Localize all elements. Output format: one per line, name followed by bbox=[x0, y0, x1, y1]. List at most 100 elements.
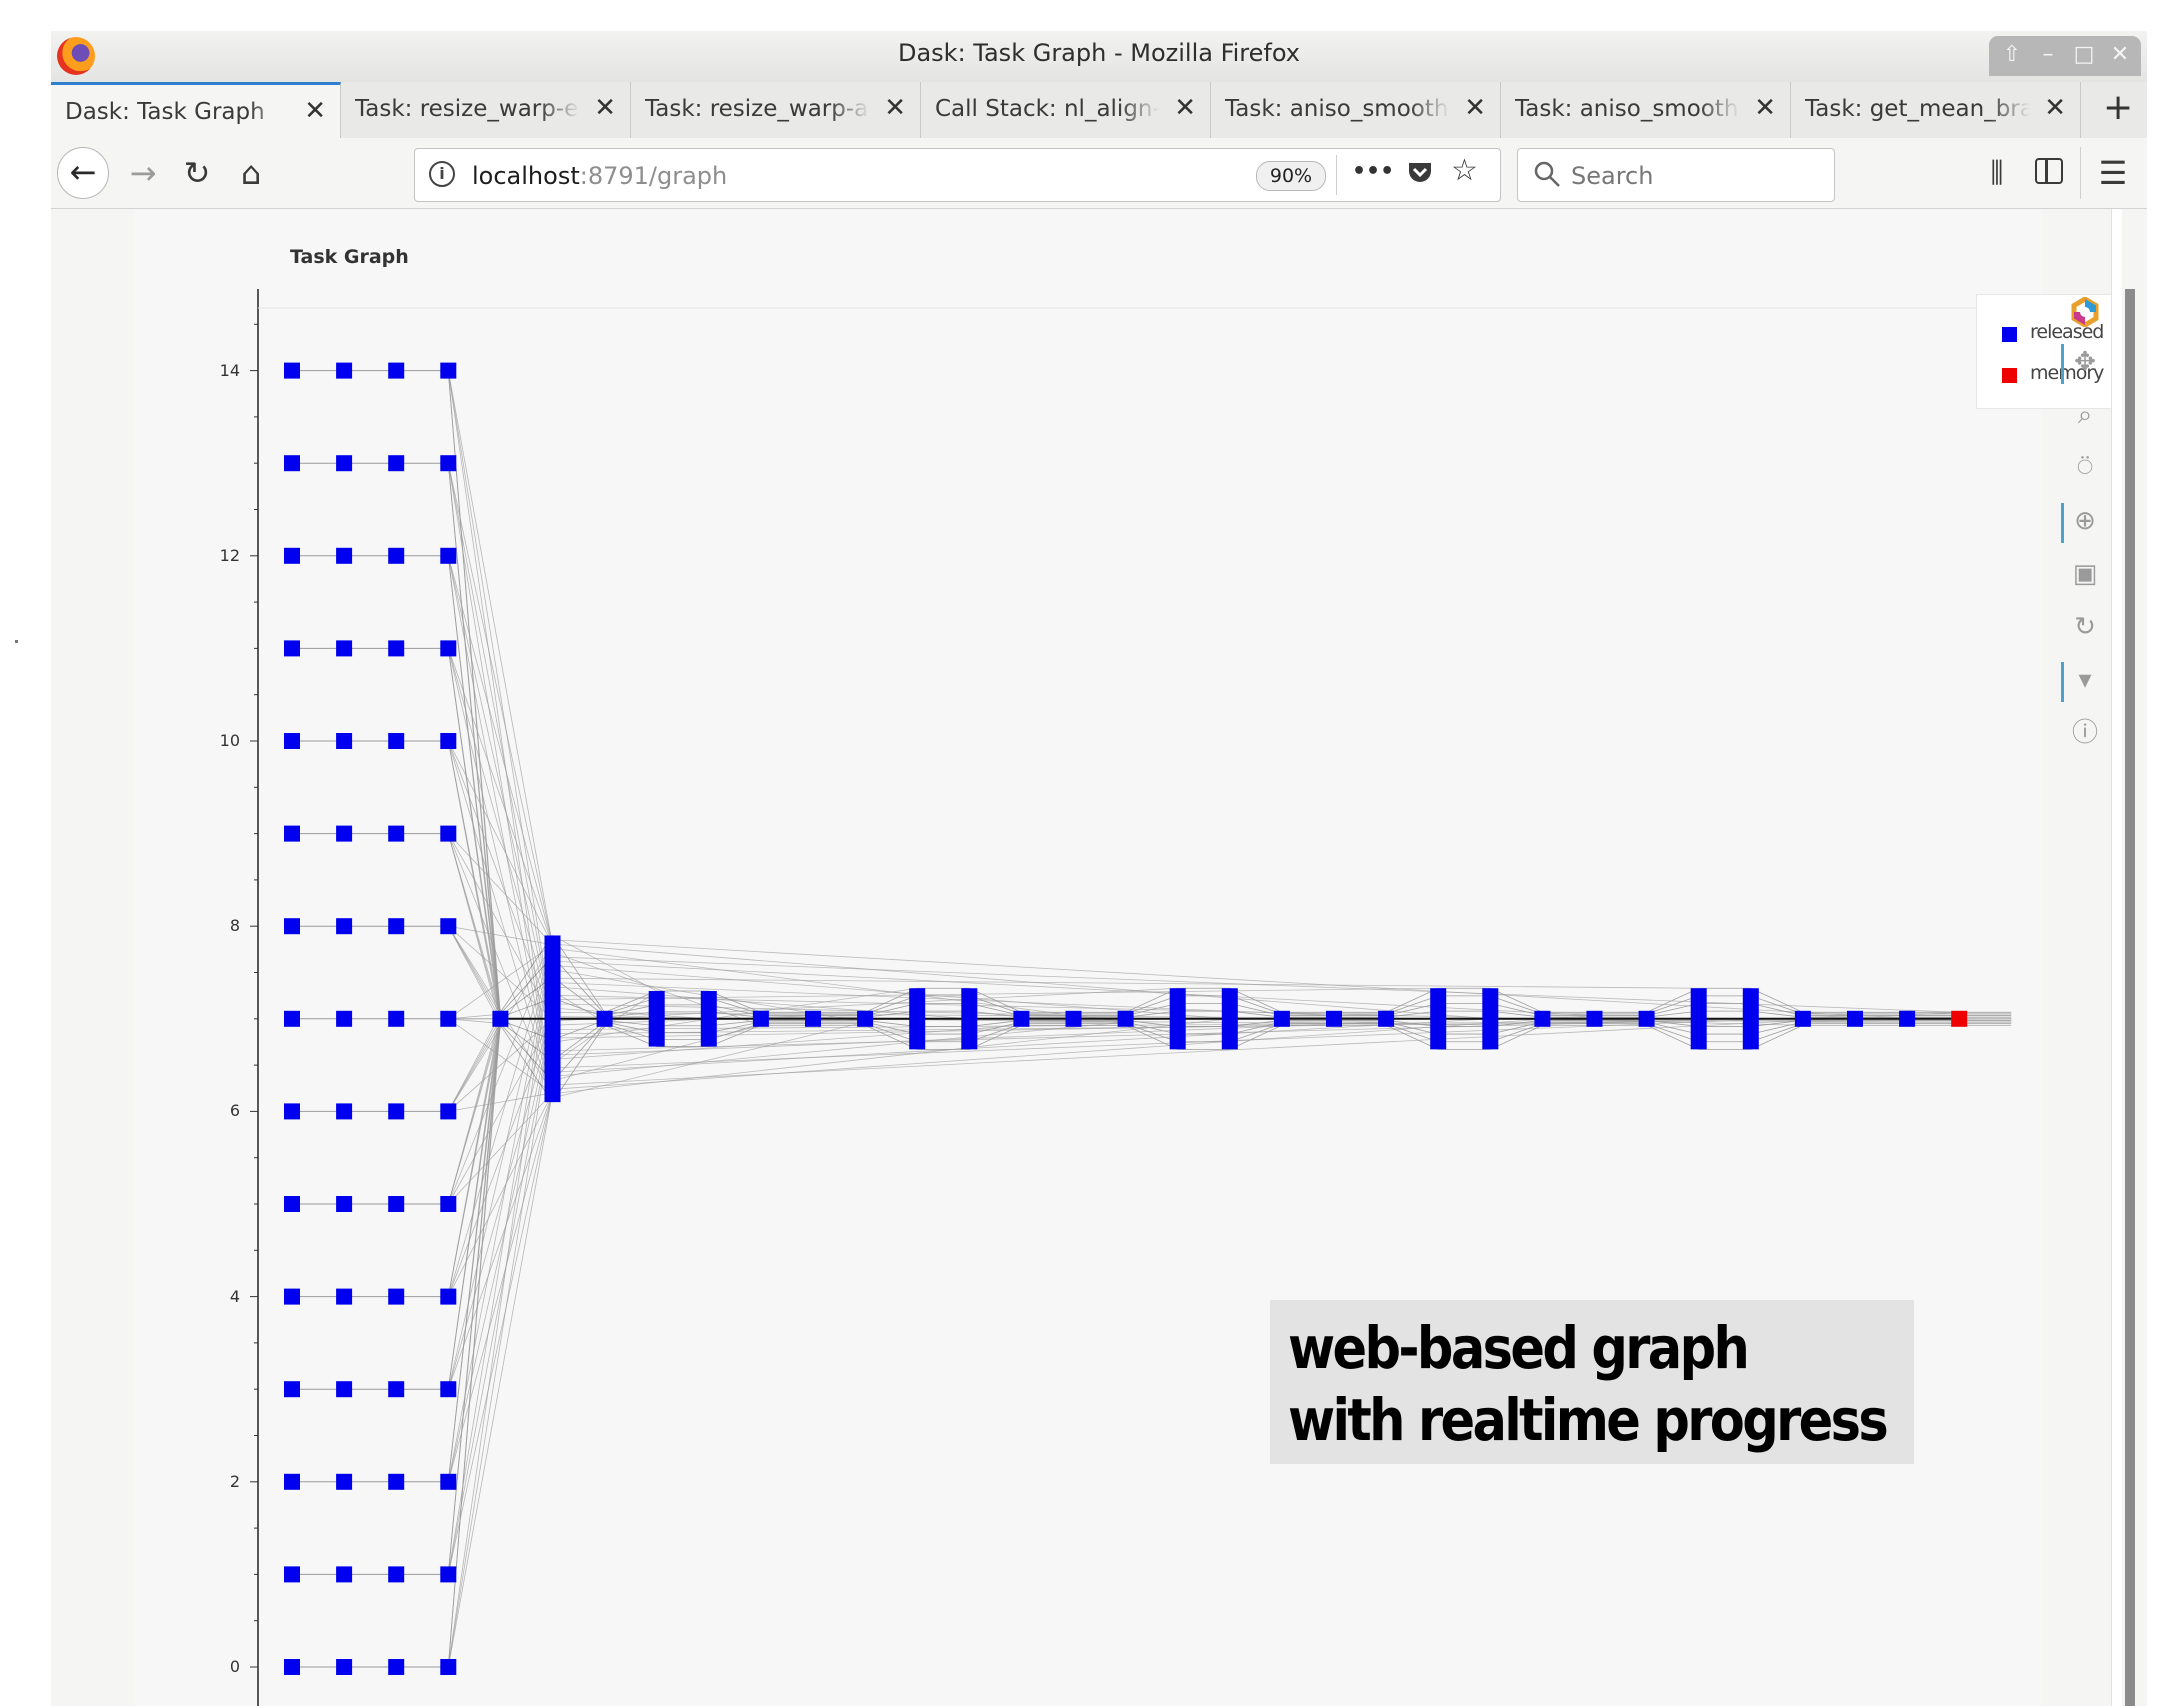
edge bbox=[448, 1092, 553, 1112]
library-icon[interactable]: ⫼ bbox=[1990, 156, 2004, 189]
plot-area[interactable]: Task Graph 0 2 4 6 8 10 12 14 released memory bbox=[134, 209, 2115, 1706]
released-node bbox=[1899, 1010, 1916, 1027]
released-node bbox=[805, 1010, 821, 1027]
window-up-button[interactable]: ⇧ bbox=[2002, 42, 2022, 67]
edge bbox=[552, 1024, 762, 1082]
wheel-zoom-icon[interactable]: ⍥ bbox=[2077, 453, 2093, 483]
released-node bbox=[1430, 988, 1447, 1050]
pan-icon[interactable]: ✥ bbox=[2061, 344, 2107, 384]
reload-icon[interactable]: ↻ bbox=[183, 154, 211, 192]
edge bbox=[1125, 987, 1178, 1013]
tab-aniso-smooth-2[interactable]: Task: aniso_smooth- ✕ bbox=[1501, 82, 1791, 138]
released-node bbox=[544, 935, 561, 1103]
released-node bbox=[284, 547, 300, 564]
released-node bbox=[388, 547, 405, 564]
window-minimize-button[interactable]: – bbox=[2042, 42, 2054, 67]
edge bbox=[1229, 1003, 1282, 1016]
pocket-icon[interactable] bbox=[1405, 157, 1435, 187]
tab-call-stack[interactable]: Call Stack: nl_align-c ✕ bbox=[921, 82, 1211, 138]
edge bbox=[552, 1007, 709, 1020]
window-maximize-button[interactable]: □ bbox=[2073, 42, 2095, 67]
released-node bbox=[1169, 988, 1186, 1050]
released-node bbox=[336, 1566, 353, 1583]
tab-aniso-smooth-1[interactable]: Task: aniso_smooth- ✕ bbox=[1211, 82, 1501, 138]
released-node bbox=[440, 733, 457, 749]
edge bbox=[447, 555, 553, 945]
caption-line-1: web-based graph bbox=[1288, 1314, 1750, 1382]
edge bbox=[552, 956, 1960, 1013]
released-node bbox=[336, 455, 353, 472]
released-node bbox=[440, 1103, 457, 1120]
y-tick-label: 6 bbox=[229, 1101, 240, 1121]
tab-close-icon[interactable]: ✕ bbox=[1174, 93, 1196, 123]
menu-icon[interactable]: ☰ bbox=[2098, 154, 2128, 192]
edge bbox=[447, 1014, 501, 1205]
tab-label: Task: aniso_smooth- bbox=[1225, 96, 1450, 122]
edge bbox=[1646, 1010, 1699, 1018]
tab-close-icon[interactable]: ✕ bbox=[594, 93, 616, 123]
released-node bbox=[336, 1103, 353, 1120]
zoom-in-icon[interactable]: ⊕ bbox=[2061, 503, 2107, 543]
axes bbox=[250, 289, 2042, 1706]
released-node bbox=[700, 991, 717, 1047]
legend-memory-swatch bbox=[2002, 368, 2017, 383]
tab-close-icon[interactable]: ✕ bbox=[1754, 93, 1776, 123]
site-info-icon[interactable]: i bbox=[429, 161, 455, 187]
home-icon[interactable]: ⌂ bbox=[240, 154, 262, 192]
tab-get-mean-bra[interactable]: Task: get_mean_bra ✕ bbox=[1791, 82, 2081, 138]
new-tab-button[interactable]: + bbox=[2103, 87, 2134, 128]
y-tick-label: 4 bbox=[229, 1286, 240, 1306]
back-button[interactable]: ← bbox=[57, 147, 109, 199]
released-node bbox=[284, 455, 300, 472]
released-node bbox=[388, 733, 405, 749]
edge bbox=[1125, 1021, 1178, 1035]
box-zoom-icon[interactable]: ⌕ bbox=[2077, 400, 2093, 430]
tab-close-icon[interactable]: ✕ bbox=[2044, 93, 2066, 123]
tab-close-icon[interactable]: ✕ bbox=[304, 96, 326, 126]
edge bbox=[447, 1092, 553, 1668]
released-node bbox=[440, 455, 457, 472]
edge bbox=[1490, 1021, 1543, 1035]
edge bbox=[447, 1014, 501, 1297]
url-bar[interactable]: i localhost:8791/graph 90% ••• ☆ bbox=[414, 148, 1501, 202]
edge bbox=[500, 1025, 553, 1103]
released-node bbox=[440, 1010, 457, 1027]
tab-resize-warp-eb[interactable]: Task: resize_warp-eb ✕ bbox=[341, 82, 631, 138]
edge bbox=[708, 1021, 761, 1034]
help-icon[interactable]: ⓘ bbox=[2071, 718, 2098, 748]
edge bbox=[500, 956, 553, 1015]
scrollbar-thumb[interactable] bbox=[2125, 289, 2135, 1706]
window-close-button[interactable]: ✕ bbox=[2110, 42, 2130, 67]
tab-close-icon[interactable]: ✕ bbox=[884, 93, 906, 123]
reset-icon[interactable]: ↻ bbox=[2074, 612, 2096, 642]
released-node bbox=[388, 640, 405, 657]
edge bbox=[448, 925, 553, 1020]
hover-icon[interactable]: ▾ bbox=[2061, 662, 2107, 702]
page-actions-icon[interactable]: ••• bbox=[1352, 159, 1395, 184]
window-title: Dask: Task Graph - Mozilla Firefox bbox=[897, 39, 1301, 67]
tab-task-graph[interactable]: Dask: Task Graph ✕ bbox=[51, 82, 341, 138]
edge bbox=[500, 1020, 553, 1041]
edge bbox=[500, 997, 553, 1018]
edge bbox=[447, 1092, 553, 1482]
tab-close-icon[interactable]: ✕ bbox=[1464, 93, 1486, 123]
edge bbox=[448, 1018, 553, 1112]
edge bbox=[447, 463, 553, 1093]
released-node bbox=[440, 1381, 457, 1398]
released-node bbox=[284, 1659, 300, 1675]
caption-line-2: with realtime progress bbox=[1288, 1386, 1889, 1454]
zoom-level-badge[interactable]: 90% bbox=[1256, 161, 1326, 191]
bookmark-star-icon[interactable]: ☆ bbox=[1451, 153, 1478, 188]
edge bbox=[447, 944, 553, 1112]
save-icon[interactable]: ▣ bbox=[2072, 559, 2098, 589]
sidebar-toggle-icon[interactable] bbox=[2035, 158, 2063, 184]
edge bbox=[708, 1020, 761, 1027]
tab-resize-warp-ad[interactable]: Task: resize_warp-ad ✕ bbox=[631, 82, 921, 138]
forward-icon[interactable]: → bbox=[129, 154, 157, 192]
search-box[interactable]: Search bbox=[1517, 148, 1835, 202]
edge bbox=[552, 1021, 866, 1099]
released-node bbox=[336, 825, 353, 842]
edge bbox=[552, 952, 762, 1026]
bokeh-logo-icon[interactable] bbox=[2063, 294, 2107, 330]
released-node bbox=[336, 733, 353, 749]
